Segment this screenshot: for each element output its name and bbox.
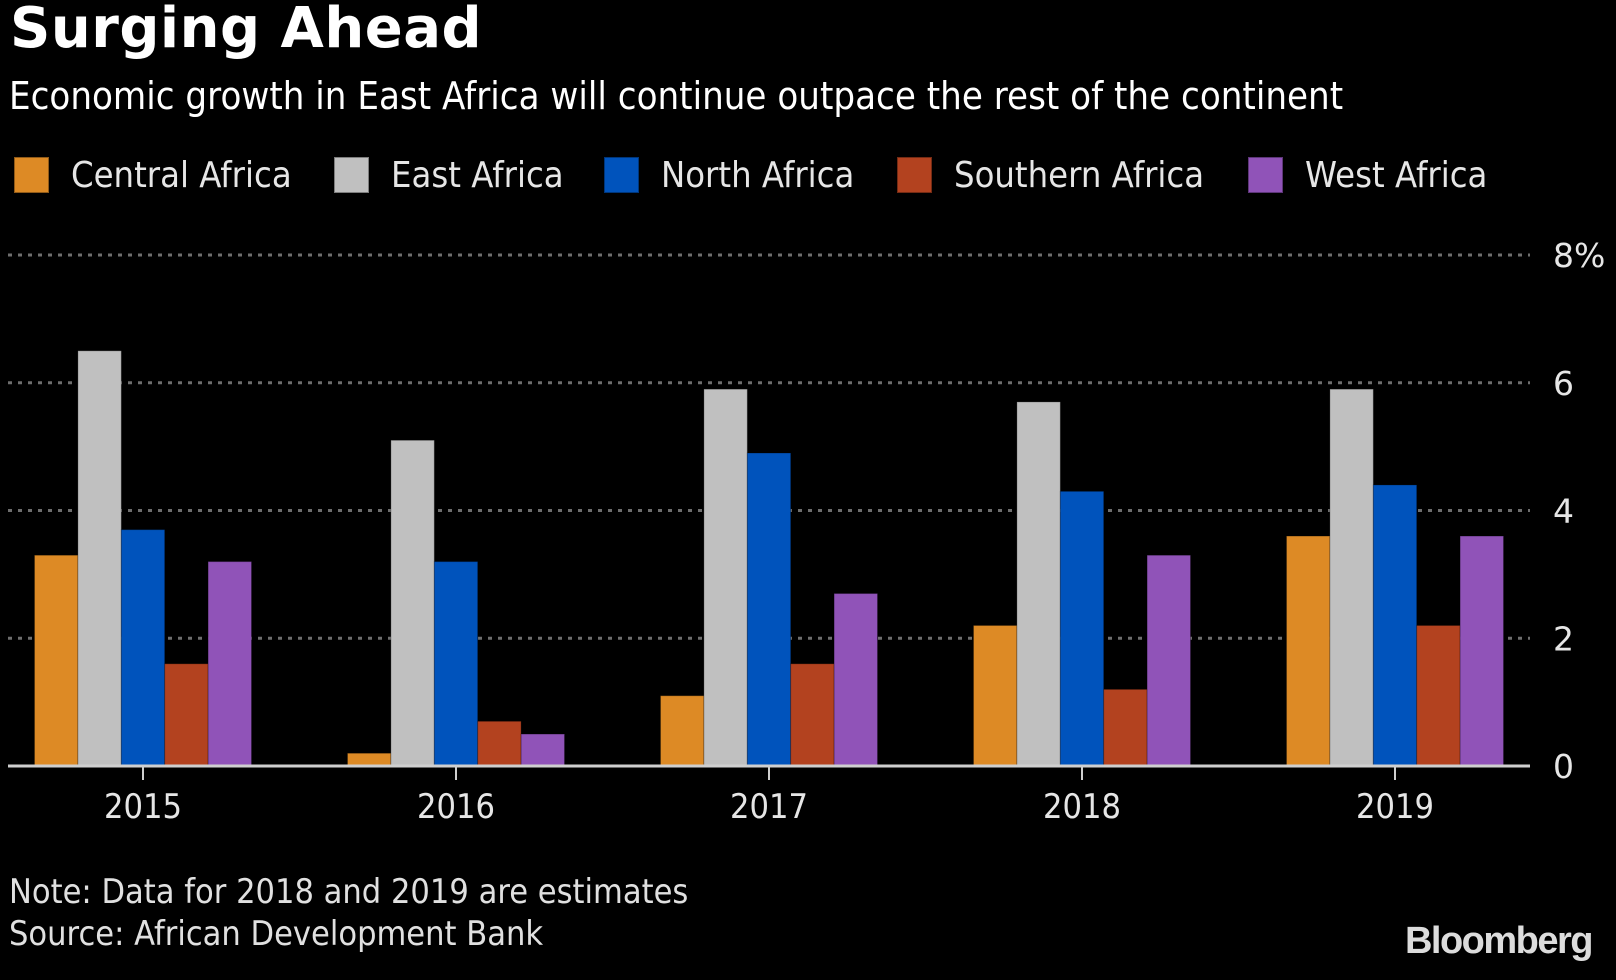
legend-label-east-africa: East Africa	[391, 154, 564, 196]
x-tick-label-2017: 2017	[730, 787, 808, 827]
bar-east-africa-2018	[1016, 401, 1061, 767]
bar-southern-africa-2015	[164, 663, 209, 767]
bar-east-africa-2016	[390, 439, 435, 767]
footnote-source: Source: African Development Bank	[9, 914, 544, 954]
bar-west-africa-2018	[1146, 554, 1191, 767]
legend-label-southern-africa: Southern Africa	[954, 154, 1205, 196]
legend-item-central-africa: Central Africa	[14, 154, 316, 196]
x-axis: 2015 2016 2017 2018 2019	[8, 764, 1530, 827]
x-tick-label-2018: 2018	[1043, 787, 1121, 827]
bar-west-africa-2015	[207, 561, 253, 767]
bar-north-africa-2019	[1372, 484, 1418, 767]
bar-west-africa-2017	[833, 593, 878, 767]
y-tick-label: 6	[1553, 364, 1574, 403]
bar-southern-africa-2018	[1103, 688, 1148, 767]
bloomberg-logo: Bloomberg	[1404, 920, 1594, 962]
x-tick-label-2016: 2016	[417, 787, 495, 827]
bar-southern-africa-2019	[1416, 624, 1461, 767]
bar-north-africa-2018	[1059, 490, 1105, 767]
legend-item-west-africa: West Africa	[1248, 154, 1508, 196]
legend-item-southern-africa: Southern Africa	[897, 154, 1232, 196]
y-tick-label: 4	[1553, 492, 1574, 531]
bar-southern-africa-2016	[477, 720, 522, 767]
footnote-note: Note: Data for 2018 and 2019 are estimat…	[9, 872, 689, 912]
legend-item-east-africa: East Africa	[334, 154, 583, 196]
bar-east-africa-2017	[703, 388, 748, 767]
chart-subtitle: Economic growth in East Africa will cont…	[9, 74, 1344, 118]
bar-north-africa-2017	[746, 452, 792, 767]
legend-swatch-north-africa	[604, 157, 639, 193]
y-axis-labels: 0 2 4 6 8%	[1553, 236, 1605, 786]
y-tick-label: 2	[1553, 619, 1574, 658]
legend-label-central-africa: Central Africa	[71, 154, 292, 196]
legend-swatch-southern-africa	[897, 157, 932, 193]
y-tick-label: 0	[1553, 747, 1574, 786]
bar-central-africa-2016	[347, 752, 392, 767]
bar-west-africa-2019	[1459, 535, 1504, 767]
x-tick-label-2015: 2015	[104, 787, 182, 827]
bars	[34, 350, 1504, 767]
y-tick-label: 8%	[1553, 236, 1605, 275]
bar-central-africa-2019	[1286, 535, 1331, 767]
bar-west-africa-2016	[520, 733, 565, 767]
bar-central-africa-2015	[34, 554, 79, 767]
bar-central-africa-2018	[973, 624, 1018, 767]
legend-swatch-west-africa	[1248, 157, 1283, 193]
legend-swatch-east-africa	[334, 157, 369, 193]
x-tick-label-2019: 2019	[1356, 787, 1434, 827]
bar-southern-africa-2017	[790, 663, 835, 767]
chart-title: Surging Ahead	[10, 0, 483, 61]
legend-swatch-central-africa	[14, 157, 49, 193]
bar-north-africa-2015	[120, 529, 166, 767]
bar-central-africa-2017	[660, 695, 705, 767]
bar-east-africa-2019	[1329, 388, 1374, 767]
legend-item-north-africa: North Africa	[604, 154, 876, 196]
legend-label-north-africa: North Africa	[661, 154, 855, 196]
legend-label-west-africa: West Africa	[1305, 154, 1488, 196]
bar-east-africa-2015	[77, 350, 122, 767]
bar-north-africa-2016	[433, 561, 479, 767]
